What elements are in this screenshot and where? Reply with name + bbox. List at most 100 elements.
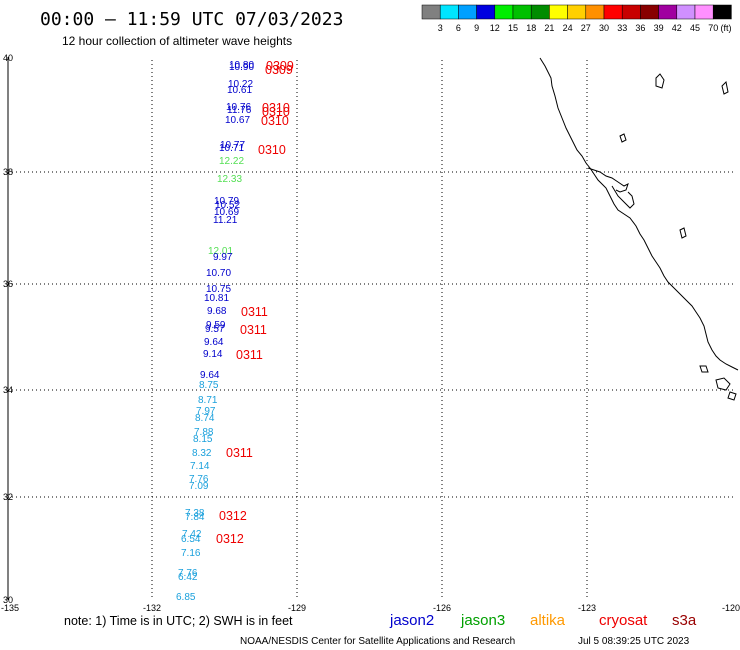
time-tag: 0312	[219, 509, 247, 523]
colorbar-swatch	[439, 4, 459, 20]
lat-label: 38	[3, 167, 13, 177]
wave-height-label: 7.76	[189, 474, 209, 485]
wave-height-label: 7.97	[196, 406, 216, 417]
colorbar-label: 42	[672, 23, 682, 33]
wave-height-label: 10.76	[226, 102, 251, 113]
wave-height-label: 10.75	[206, 284, 231, 295]
colorbar-swatch	[476, 4, 496, 20]
colorbar-swatch	[421, 4, 441, 20]
time-tag: 0309	[265, 63, 293, 77]
colorbar-swatch	[512, 4, 532, 20]
colorbar-swatch	[712, 4, 732, 20]
wave-height-label: 12.33	[217, 174, 242, 185]
colorbar-label: 24	[563, 23, 573, 33]
wave-height-label: 10.79	[214, 196, 239, 207]
colorbar-label: 27	[581, 23, 591, 33]
wave-height-label: 8.74	[195, 413, 215, 424]
wave-height-label: 7.84	[185, 512, 205, 523]
wave-height-label: 10.61	[227, 85, 252, 96]
lon-label: -126	[433, 603, 451, 613]
colorbar-swatch	[603, 4, 623, 20]
colorbar-swatch	[658, 4, 678, 20]
wave-height-label: 10.67	[225, 115, 250, 126]
colorbar-label: 21	[544, 23, 554, 33]
wave-height-label: 9.68	[207, 306, 227, 317]
colorbar: 3 6 9 12 15 18 21 24 27 30 33 36 39 42 45 70 (ft)	[421, 4, 732, 33]
time-tag: 0311	[241, 305, 268, 319]
wave-height-label: 8.32	[192, 448, 212, 459]
wave-height-label: 12.22	[219, 156, 244, 167]
wave-height-label: 9.14	[203, 349, 223, 360]
wave-height-label: 7.42	[182, 529, 202, 540]
wave-height-label: 10.71	[219, 143, 244, 154]
wave-height-label: 9.64	[204, 337, 224, 348]
time-tag: 0311	[226, 446, 253, 460]
wave-height-label: 12.01	[208, 246, 233, 257]
colorbar-swatch	[640, 4, 659, 20]
colorbar-label: 9	[474, 23, 479, 33]
graticule	[8, 60, 735, 600]
colorbar-label: 12	[490, 23, 500, 33]
time-tag: 0311	[240, 323, 267, 337]
wave-height-label: 7.76	[178, 568, 198, 579]
colorbar-label: 70	[708, 23, 718, 33]
time-tag: 0311	[236, 348, 263, 362]
satellite-legend: jason2 jason3 altika cryosat s3a	[389, 612, 697, 629]
legend-s3a: s3a	[672, 612, 697, 629]
wave-height-label: 10.22	[228, 79, 253, 90]
wave-height-label: 9.59	[206, 320, 226, 331]
lat-label: 40	[3, 53, 13, 63]
colorbar-swatch	[621, 4, 641, 20]
wave-height-label: 6.42	[178, 572, 198, 583]
wave-height-label: 6.54	[181, 534, 201, 545]
footer-credit: NOAA/NESDIS Center for Satellite Applica…	[240, 636, 515, 647]
colorbar-swatch	[458, 4, 477, 20]
lat-label: 30	[3, 595, 13, 605]
wave-height-label: 9.64	[200, 370, 220, 381]
wave-height-label: 6.85	[176, 592, 196, 603]
time-tag: 0310	[258, 143, 286, 157]
footer-timestamp: Jul 5 08:39:25 UTC 2023	[578, 636, 690, 647]
coastline	[539, 57, 739, 401]
wave-height-label: 10.52	[215, 200, 240, 211]
colorbar-swatch	[530, 4, 550, 20]
colorbar-swatch	[694, 4, 714, 20]
time-tag: 0310	[261, 114, 289, 128]
wave-height-label: 10.81	[204, 293, 229, 304]
colorbar-swatch	[494, 4, 514, 20]
wave-height-label: 10.70	[206, 268, 231, 279]
colorbar-label: 36	[635, 23, 645, 33]
wave-height-label: 7.14	[190, 461, 210, 472]
colorbar-label: 3	[438, 23, 443, 33]
legend-jason2: jason2	[389, 612, 434, 629]
wave-height-label: 11.21	[213, 215, 238, 226]
legend-altika: altika	[530, 612, 566, 629]
wave-height-label: 10.69	[214, 207, 239, 218]
legend-jason3: jason3	[460, 612, 505, 629]
wave-height-label: 10.90	[229, 62, 254, 73]
footer-note: note: 1) Time is in UTC; 2) SWH is in fe…	[64, 614, 293, 628]
colorbar-label: 15	[508, 23, 518, 33]
colorbar-label: 45	[690, 23, 700, 33]
lon-label: -132	[143, 603, 161, 613]
lon-label: -135	[1, 603, 19, 613]
colorbar-label: 39	[654, 23, 664, 33]
wave-height-label: 7.88	[194, 427, 214, 438]
colorbar-swatch	[567, 4, 587, 20]
time-tags: 0309030903100310031003100311031103110311…	[216, 59, 294, 546]
wave-height-label: 7.09	[189, 481, 209, 492]
colorbar-unit: (ft)	[721, 23, 732, 33]
colorbar-label: 30	[599, 23, 609, 33]
colorbar-swatch	[585, 4, 605, 20]
wave-height-label: 10.80	[229, 60, 254, 71]
wave-height-label: 8.71	[198, 395, 218, 406]
latitude-labels: 40 38 36 34 32 30	[3, 53, 13, 605]
wave-height-label: 9.57	[205, 324, 225, 335]
lat-label: 36	[3, 279, 13, 289]
lat-label: 32	[3, 492, 13, 502]
wave-height-label: 8.15	[193, 434, 213, 445]
lat-label: 34	[3, 385, 13, 395]
